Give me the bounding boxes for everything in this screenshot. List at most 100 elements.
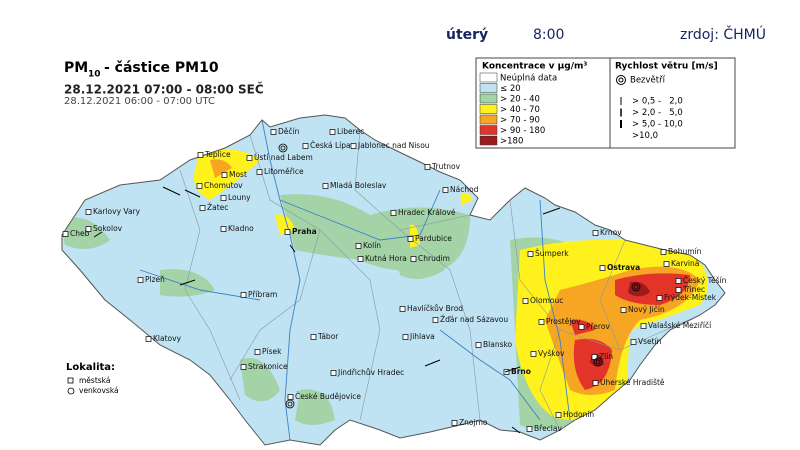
city-label: Břeclav [534, 424, 562, 433]
source: zrdoj: ČHMÚ [680, 25, 766, 43]
legend-swatch [479, 135, 498, 146]
city-marker [660, 249, 667, 255]
rivers [139, 119, 571, 441]
wind-legend: Rychlost větru [m/s] Bezvětří > 0,5 - 2,… [609, 57, 736, 149]
city-label: Chrudim [418, 254, 450, 263]
city-marker [197, 152, 204, 158]
wind-label: > 2,0 - 5,0 [632, 108, 683, 118]
city-label: Vyškov [538, 349, 565, 358]
city-label: Plzeň [145, 275, 165, 284]
city-label: Karlovy Vary [93, 207, 141, 216]
legend-label: >180 [500, 137, 523, 147]
city-marker [410, 256, 417, 262]
city-label: Blansko [483, 340, 513, 349]
legend-label: > 40 - 70 [500, 105, 540, 115]
wind-calm: Bezvětří [630, 76, 666, 86]
legend-swatch [479, 93, 498, 104]
city-label: Strakonice [248, 362, 288, 371]
class-20-40 [62, 217, 110, 249]
city-marker [302, 143, 309, 149]
city-marker [656, 295, 663, 301]
wind-arrows [93, 186, 561, 434]
city-label: Zlín [599, 352, 613, 361]
class-70-90 [210, 159, 232, 178]
city-marker [310, 334, 317, 340]
city-marker [640, 323, 647, 329]
class-90-180 [615, 273, 690, 305]
class-40-70 [410, 224, 420, 248]
city-label: Frýdek-Místek [664, 293, 717, 302]
city-marker [62, 231, 69, 237]
city-label: Náchod [450, 185, 479, 194]
city-marker [399, 306, 406, 312]
timestamp-utc: 28.12.2021 06:00 - 07:00 UTC [64, 96, 215, 107]
city-marker [402, 334, 409, 340]
city-marker [555, 412, 562, 418]
city-marker [350, 143, 357, 149]
city-label: Jablonec nad Nisou [357, 141, 430, 150]
city-label: Cheb [70, 229, 90, 238]
day: úterý [446, 27, 488, 43]
city-label: Most [229, 170, 247, 179]
legend-label: > 20 - 40 [500, 95, 540, 105]
class-gt180 [628, 281, 650, 297]
city-label: Krnov [600, 228, 622, 237]
city-label: Nový Jičín [628, 305, 665, 314]
city-label: Ústí nad Labem [254, 153, 313, 162]
city-label: Louny [228, 193, 251, 202]
city-marker [620, 307, 627, 313]
city-marker [240, 292, 247, 298]
city-marker [527, 251, 534, 257]
time: 8:00 [533, 27, 564, 43]
city-marker [284, 229, 291, 235]
city-marker [254, 349, 261, 355]
locality-legend: Lokalita: městská venkovská [66, 362, 119, 395]
city-label: Přerov [586, 322, 610, 331]
city-marker [220, 195, 227, 201]
city-marker [355, 243, 362, 249]
concentration-legend: Koncentrace v µg/m³ Neúplná data≤ 20> 20… [475, 57, 611, 149]
city-marker [329, 129, 336, 135]
city-marker [432, 317, 439, 323]
title-text: - částice PM10 [104, 60, 219, 76]
borders [179, 129, 701, 431]
city-marker [663, 261, 670, 267]
city-label: Praha [292, 227, 317, 236]
city-label: Žatec [207, 203, 228, 212]
city-label: Chomutov [204, 181, 243, 190]
city-marker [85, 226, 92, 232]
city-marker [330, 370, 337, 376]
city-label: Česká Lípa [310, 141, 351, 150]
city-label: Karviná [671, 259, 699, 268]
city-marker [530, 351, 537, 357]
city-label: Kolín [363, 241, 381, 250]
city-marker [357, 256, 364, 262]
legend-title: Koncentrace v µg/m³ [482, 62, 587, 72]
city-marker [592, 230, 599, 236]
city-marker [526, 426, 533, 432]
city-marker [270, 129, 277, 135]
city-marker [442, 187, 449, 193]
city-marker [390, 210, 397, 216]
locality-title: Lokalita: [66, 362, 115, 373]
city-marker [287, 394, 294, 400]
locality-rural: venkovská [79, 386, 119, 395]
locality-urban: městská [79, 376, 110, 385]
city-marker [630, 339, 637, 345]
city-label: Kladno [228, 224, 254, 233]
city-label: Šumperk [535, 249, 569, 258]
city-label: Pardubice [415, 234, 452, 243]
city-label: Hradec Králové [398, 208, 456, 217]
legend-label: > 70 - 90 [500, 116, 540, 126]
city-marker [451, 420, 458, 426]
city-label: Sokolov [93, 224, 123, 233]
city-marker [221, 172, 228, 178]
city-marker [199, 205, 206, 211]
city-label: Žďár nad Sázavou [440, 315, 508, 324]
city-label: Uherské Hradiště [600, 378, 665, 387]
class-20-40 [395, 249, 445, 279]
legend-swatch [479, 125, 498, 135]
city-label: Děčín [278, 127, 300, 136]
city-label: Ostrava [607, 263, 640, 272]
